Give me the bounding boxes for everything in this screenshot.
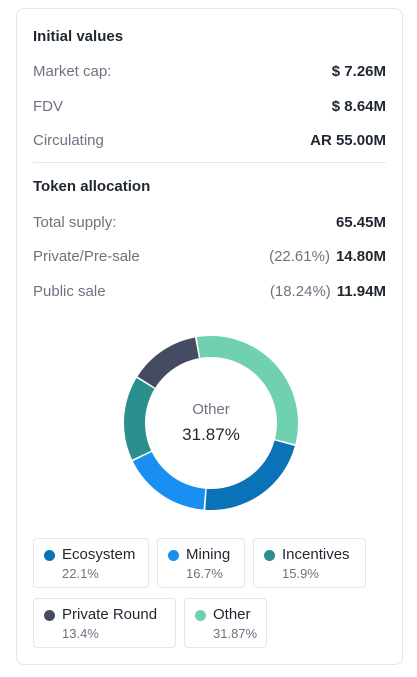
circulating-row: Circulating AR 55.00M	[33, 129, 386, 151]
circulating-label: Circulating	[33, 131, 104, 149]
private-presale-value: 14.80M	[335, 247, 386, 265]
donut-svg	[124, 336, 298, 510]
donut-slice-mining[interactable]	[132, 452, 206, 510]
legend-label-ecosystem: Ecosystem	[62, 546, 136, 563]
fdv-label: FDV	[33, 97, 63, 115]
public-sale-value: 11.94M	[336, 282, 386, 300]
total-supply-row: Total supply: 65.45M	[33, 211, 386, 233]
legend-item-mining[interactable]: Mining 16.7%	[157, 538, 245, 588]
private-presale-percent: (22.61%)	[269, 247, 330, 265]
allocation-donut-chart: Other 31.87%	[123, 335, 299, 511]
legend-dot-mining	[168, 549, 179, 561]
legend-item-ecosystem[interactable]: Ecosystem 22.1%	[33, 538, 149, 588]
market-cap-value: $ 7.26M	[331, 62, 386, 80]
legend-label-private-round: Private Round	[62, 606, 158, 623]
legend-dot-ecosystem	[44, 549, 55, 561]
total-supply-label: Total supply:	[33, 213, 117, 231]
legend-pct-private-round: 13.4%	[62, 626, 99, 641]
fdv-value: $ 8.64M	[331, 97, 386, 115]
legend-item-other[interactable]: Other 31.87%	[184, 598, 267, 648]
legend-item-incentives[interactable]: Incentives 15.9%	[253, 538, 366, 588]
public-sale-row: Public sale (18.24%) 11.94M	[33, 280, 386, 302]
legend-item-private-round[interactable]: Private Round 13.4%	[33, 598, 176, 648]
section-divider	[33, 162, 386, 163]
donut-slice-other[interactable]	[196, 336, 298, 445]
donut-slice-incentives[interactable]	[124, 378, 155, 460]
private-presale-label: Private/Pre-sale	[33, 247, 140, 265]
token-allocation-title: Token allocation	[33, 178, 151, 195]
legend-label-mining: Mining	[186, 546, 231, 563]
legend-dot-incentives	[264, 549, 275, 561]
donut-slice-private-round[interactable]	[137, 337, 199, 388]
legend-pct-other: 31.87%	[213, 626, 258, 641]
circulating-value: AR 55.00M	[310, 131, 386, 149]
market-cap-row: Market cap: $ 7.26M	[33, 60, 386, 82]
token-info-card: Initial values Market cap: $ 7.26M FDV $…	[16, 8, 403, 665]
public-sale-percent: (18.24%)	[269, 282, 331, 300]
initial-values-title: Initial values	[33, 28, 124, 45]
fdv-row: FDV $ 8.64M	[33, 95, 386, 117]
market-cap-label: Market cap:	[33, 62, 112, 80]
legend-dot-other	[195, 609, 206, 621]
legend-pct-ecosystem: 22.1%	[62, 566, 99, 581]
legend-pct-mining: 16.7%	[186, 566, 223, 581]
total-supply-value: 65.45M	[335, 213, 386, 231]
public-sale-label: Public sale	[33, 282, 106, 300]
legend-dot-private-round	[44, 609, 55, 621]
legend-label-other: Other	[213, 606, 251, 623]
private-presale-row: Private/Pre-sale (22.61%) 14.80M	[33, 245, 386, 267]
donut-slice-ecosystem[interactable]	[205, 440, 295, 510]
legend-pct-incentives: 15.9%	[282, 566, 319, 581]
legend-label-incentives: Incentives	[282, 546, 350, 563]
